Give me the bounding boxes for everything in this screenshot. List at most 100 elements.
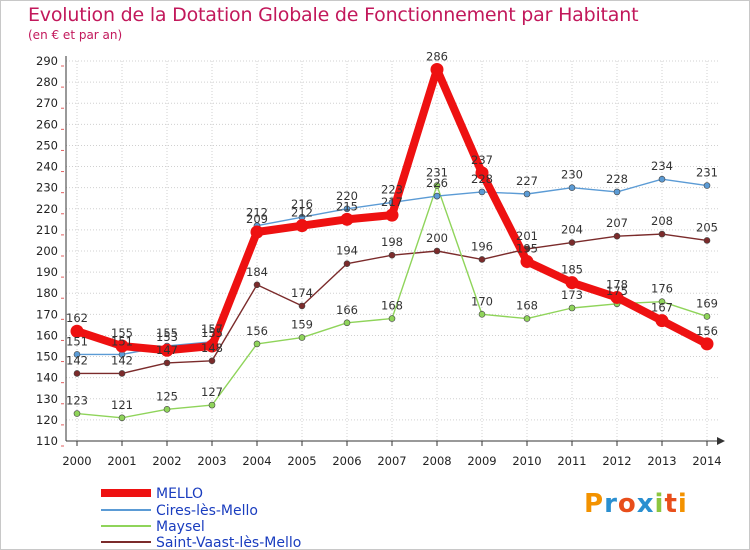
y-tick-label: 140 bbox=[36, 371, 58, 385]
data-label: 198 bbox=[381, 235, 403, 249]
data-point bbox=[340, 212, 354, 226]
data-label: 159 bbox=[291, 318, 313, 332]
data-label: 204 bbox=[561, 223, 583, 237]
data-point bbox=[208, 401, 216, 409]
data-label: 216 bbox=[291, 197, 313, 211]
data-point bbox=[658, 230, 666, 238]
data-label: 201 bbox=[516, 229, 538, 243]
x-axis-arrow bbox=[717, 437, 725, 445]
data-point bbox=[118, 370, 126, 377]
data-label: 200 bbox=[426, 231, 448, 245]
data-point bbox=[703, 237, 711, 244]
y-tick-label: 280 bbox=[36, 75, 58, 89]
data-label: 151 bbox=[111, 334, 133, 348]
grid-layer bbox=[66, 60, 719, 442]
data-label: 153 bbox=[156, 330, 178, 344]
y-tick-label: 130 bbox=[36, 392, 58, 406]
data-label: 228 bbox=[606, 172, 628, 186]
y-tick-label: 150 bbox=[36, 350, 58, 364]
data-label: 142 bbox=[66, 353, 88, 367]
data-point bbox=[613, 232, 621, 240]
data-point bbox=[700, 337, 714, 351]
logo-letter: x bbox=[636, 489, 655, 519]
data-point bbox=[205, 339, 219, 353]
data-label: 155 bbox=[111, 326, 133, 340]
y-tick-label: 120 bbox=[36, 413, 58, 427]
data-label: 168 bbox=[516, 299, 538, 313]
legend-label: MELLO bbox=[156, 486, 203, 502]
data-label: 125 bbox=[156, 389, 178, 403]
data-point bbox=[523, 190, 531, 198]
data-label: 217 bbox=[381, 195, 403, 209]
data-point bbox=[70, 324, 84, 338]
data-point bbox=[703, 182, 711, 189]
data-label: 194 bbox=[336, 244, 358, 258]
y-tick-label: 160 bbox=[36, 328, 58, 342]
data-point bbox=[478, 311, 486, 318]
y-tick-label: 250 bbox=[36, 138, 58, 152]
data-label: 205 bbox=[696, 220, 718, 234]
x-tick-label: 2011 bbox=[557, 454, 586, 468]
data-label: 231 bbox=[426, 166, 448, 180]
x-tick-label: 2003 bbox=[197, 454, 226, 468]
data-label: 176 bbox=[651, 282, 673, 296]
data-point bbox=[658, 298, 666, 305]
x-tick-label: 2002 bbox=[152, 454, 181, 468]
data-label: 175 bbox=[606, 284, 628, 298]
data-point bbox=[295, 219, 309, 233]
logo-letter: i bbox=[677, 489, 688, 519]
data-label: 231 bbox=[696, 166, 718, 180]
data-label: 208 bbox=[651, 214, 673, 228]
data-point bbox=[160, 343, 174, 357]
data-label: 157 bbox=[201, 322, 223, 336]
data-label: 142 bbox=[111, 353, 133, 367]
data-label: 162 bbox=[66, 311, 88, 325]
legend-label: Cires-lès-Mello bbox=[156, 503, 258, 519]
data-point bbox=[568, 304, 576, 312]
data-label: 195 bbox=[516, 242, 538, 256]
data-point bbox=[118, 414, 126, 422]
data-point bbox=[520, 255, 534, 269]
data-point bbox=[565, 276, 579, 290]
data-point bbox=[343, 319, 351, 327]
data-point bbox=[163, 406, 171, 413]
x-tick-label: 2014 bbox=[692, 454, 721, 468]
data-point bbox=[613, 188, 621, 196]
data-label: 237 bbox=[471, 153, 493, 167]
data-label: 155 bbox=[156, 326, 178, 340]
data-label: 185 bbox=[561, 263, 583, 277]
data-label: 170 bbox=[471, 294, 493, 308]
x-tick-label: 2013 bbox=[647, 454, 676, 468]
legend: MELLOCires-lès-MelloMayselSaint-Vaast-lè… bbox=[101, 486, 301, 549]
series-layer bbox=[70, 62, 714, 422]
data-label: 156 bbox=[696, 324, 718, 338]
data-point bbox=[433, 247, 441, 255]
data-label: 178 bbox=[606, 277, 628, 291]
data-point bbox=[115, 339, 129, 353]
data-point bbox=[73, 370, 81, 377]
chart-subtitle: (en € et par an) bbox=[28, 28, 123, 42]
data-point bbox=[658, 175, 666, 183]
y-tick-label: 210 bbox=[36, 223, 58, 237]
y-tick-label: 200 bbox=[36, 244, 58, 258]
data-point bbox=[73, 351, 81, 358]
data-point bbox=[73, 410, 81, 417]
chart-title: Evolution de la Dotation Globale de Fonc… bbox=[28, 4, 639, 26]
data-point bbox=[253, 281, 261, 289]
data-label: 151 bbox=[66, 334, 88, 348]
x-tick-label: 2007 bbox=[377, 454, 406, 468]
logo-letter: i bbox=[654, 489, 665, 519]
data-label: 168 bbox=[381, 299, 403, 313]
data-label: 147 bbox=[156, 343, 178, 357]
data-label: 207 bbox=[606, 216, 628, 230]
data-point bbox=[385, 208, 399, 222]
logo-letter: P bbox=[584, 489, 605, 519]
data-point bbox=[298, 302, 306, 310]
data-label: 228 bbox=[471, 172, 493, 186]
y-tick-label: 290 bbox=[36, 54, 58, 68]
data-label: 196 bbox=[471, 239, 493, 253]
proxiti-logo: Proxiti bbox=[584, 489, 688, 519]
data-point bbox=[703, 313, 711, 320]
y-tick-label: 270 bbox=[36, 96, 58, 110]
